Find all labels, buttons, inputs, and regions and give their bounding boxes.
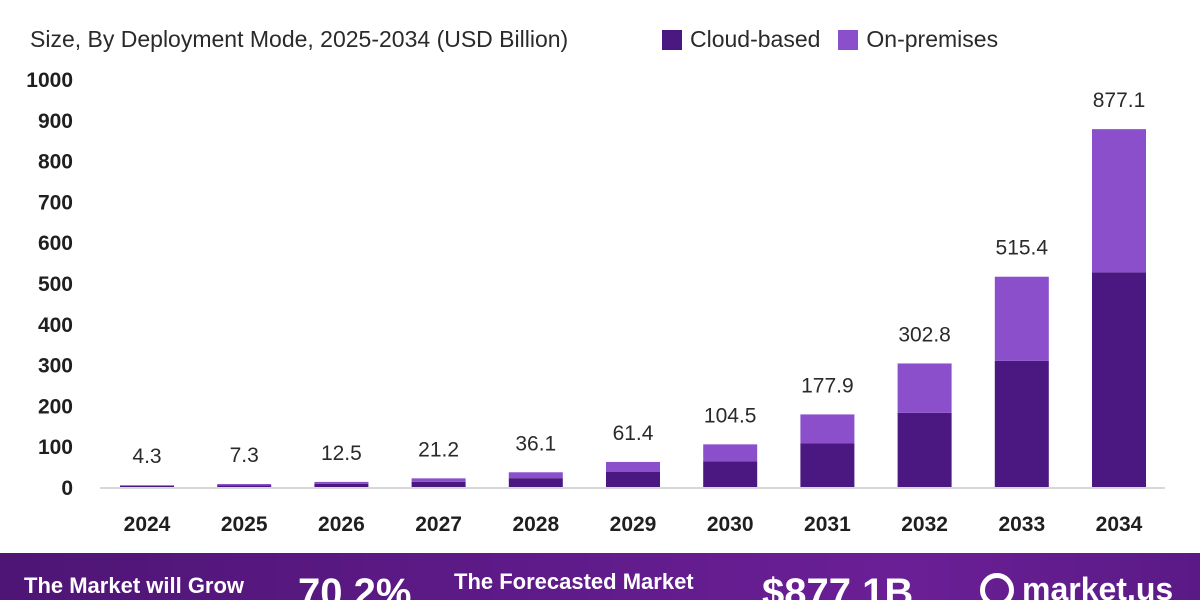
bar-segment-onprem	[994, 276, 1049, 361]
footer-banner: The Market will Grow 70.2% The Forecaste…	[0, 553, 1200, 600]
footer-grow-value: 70.2%	[298, 571, 412, 600]
legend-swatch-cloud	[662, 29, 682, 50]
bar-segment-onprem	[703, 444, 758, 462]
bar-segment-cloud	[120, 485, 174, 487]
footer-brand: market.us	[980, 571, 1173, 600]
footer-grow-label: The Market will Grow	[24, 573, 245, 598]
bar-segment-onprem	[800, 414, 855, 444]
x-tick-label: 2025	[221, 513, 268, 536]
brand-logo-icon	[980, 572, 1014, 600]
legend-swatch-onprem	[838, 29, 859, 50]
y-tick-label: 900	[38, 110, 73, 133]
chart-subtitle: Size, By Deployment Mode, 2025-2034 (USD…	[30, 26, 569, 52]
footer-brand-name: market.us	[1022, 571, 1174, 600]
x-tick-label: 2031	[804, 513, 851, 536]
y-tick-label: 100	[38, 436, 73, 459]
bar-segment-cloud	[1092, 272, 1146, 487]
x-tick-label: 2027	[415, 513, 462, 536]
x-tick-label: 2024	[124, 513, 171, 536]
bar-segment-cloud	[800, 443, 855, 487]
y-tick-label: 300	[38, 355, 73, 378]
bar-segment-cloud	[897, 412, 952, 487]
y-tick-label: 1000	[26, 69, 73, 92]
bar-chart: 0 100 200 300 400 500 600 700 800 900 1000 4.3 2024 7…	[26, 69, 1165, 536]
y-tick-label: 800	[38, 151, 73, 174]
bar-total-label: 302.8	[898, 323, 951, 346]
bar-segment-onprem	[606, 461, 660, 472]
y-tick-label: 200	[38, 395, 73, 418]
legend-label-onprem: On-premises	[866, 26, 999, 52]
footer-market-value: $877.1B	[762, 571, 914, 600]
x-tick-label: 2030	[707, 513, 754, 536]
y-tick-label: 400	[38, 314, 73, 337]
bar-total-label: 877.1	[1093, 89, 1146, 112]
bar-segment-cloud	[508, 478, 563, 487]
bar-total-label: 21.2	[418, 438, 459, 461]
bar-total-label: 61.4	[613, 422, 654, 445]
bar-segment-cloud	[994, 360, 1049, 487]
legend-item-cloud: Cloud-based	[662, 26, 820, 53]
bar-segment-onprem	[120, 485, 174, 487]
bar-segment-onprem	[508, 472, 563, 479]
bar-total-label: 4.3	[132, 445, 161, 468]
bar-segment-onprem	[217, 484, 272, 486]
bar-total-label: 515.4	[996, 237, 1049, 260]
bar-total-label: 12.5	[321, 442, 362, 465]
bar-segment-cloud	[217, 485, 272, 487]
y-tick-label: 700	[38, 191, 73, 214]
x-tick-label: 2026	[318, 513, 365, 536]
legend-label-cloud: Cloud-based	[690, 26, 821, 52]
bar-total-label: 177.9	[801, 374, 854, 397]
bar-segment-onprem	[897, 363, 952, 413]
y-tick-label: 500	[38, 273, 73, 296]
legend-item-onprem: On-premises	[838, 26, 998, 53]
bar-segment-onprem	[411, 478, 466, 482]
bar-total-label: 7.3	[230, 444, 259, 467]
bar-total-label: 36.1	[515, 432, 556, 455]
bar-segment-onprem	[1092, 129, 1146, 273]
x-tick-label: 2034	[1096, 513, 1143, 536]
x-tick-label: 2028	[512, 513, 559, 536]
bar-segment-cloud	[314, 483, 369, 487]
x-tick-label: 2029	[610, 513, 657, 536]
bar-segment-onprem	[314, 481, 369, 484]
bar-segment-cloud	[411, 481, 466, 487]
bar-segment-cloud	[703, 461, 758, 487]
bar-segment-cloud	[606, 471, 660, 487]
bar-total-label: 104.5	[704, 404, 757, 427]
y-tick-label: 0	[61, 477, 73, 500]
chart-legend: Cloud-based On-premises	[662, 26, 998, 53]
x-tick-label: 2032	[901, 513, 948, 536]
x-tick-label: 2033	[998, 513, 1045, 536]
footer-market-label: The Forecasted Market	[454, 569, 694, 594]
y-tick-label: 600	[38, 232, 73, 255]
